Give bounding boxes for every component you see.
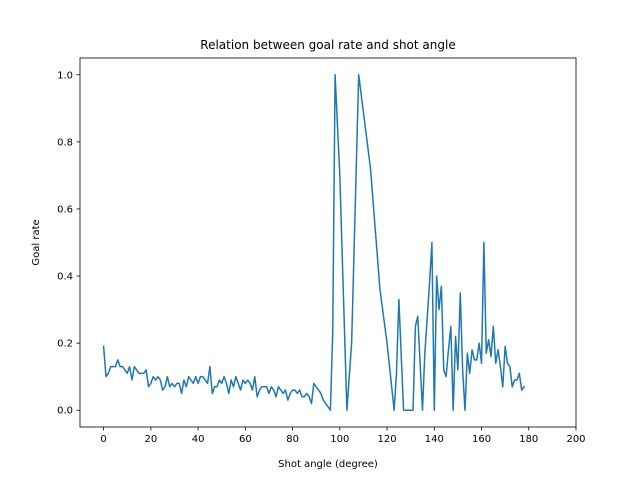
x-axis: 0 20 40 60 80 100 120 140 160 180 200 xyxy=(100,427,586,445)
y-axis-label: Goal rate xyxy=(31,219,42,265)
x-tick-label: 20 xyxy=(144,434,157,445)
axes-frame xyxy=(79,57,577,428)
x-axis-label: Shot angle (degree) xyxy=(278,459,378,470)
series-line-0 xyxy=(102,74,526,411)
y-tick-label: 0.2 xyxy=(57,339,73,350)
y-tick-label: 1.0 xyxy=(57,70,73,81)
y-tick-label: 0.4 xyxy=(57,272,73,283)
y-tick-label: 0.0 xyxy=(57,406,73,417)
x-tick-label: 100 xyxy=(330,434,349,445)
chart-title: Relation between goal rate and shot angl… xyxy=(200,38,455,52)
x-tick-label: 160 xyxy=(472,434,491,445)
x-tick-label: 120 xyxy=(378,434,397,445)
x-tick-label: 60 xyxy=(239,434,252,445)
y-tick-label: 0.8 xyxy=(57,137,73,148)
series-layer xyxy=(102,74,526,411)
x-tick-label: 40 xyxy=(192,434,205,445)
y-axis: 0.0 0.2 0.4 0.6 0.8 1.0 xyxy=(57,70,80,417)
x-tick-label: 0 xyxy=(100,434,106,445)
x-tick-label: 200 xyxy=(566,434,585,445)
y-tick-label: 0.6 xyxy=(57,204,73,215)
x-tick-label: 180 xyxy=(519,434,538,445)
x-tick-label: 80 xyxy=(286,434,299,445)
x-tick-label: 140 xyxy=(425,434,444,445)
plot-area xyxy=(79,57,577,428)
